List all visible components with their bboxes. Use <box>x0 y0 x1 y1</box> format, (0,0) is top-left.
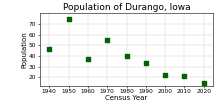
Point <box>144 62 148 64</box>
Point <box>125 55 128 57</box>
Title: Population of Durango, Iowa: Population of Durango, Iowa <box>63 3 190 12</box>
Y-axis label: Population: Population <box>22 31 28 68</box>
Point <box>67 18 70 19</box>
Point <box>202 82 205 83</box>
Point <box>163 74 167 76</box>
Point <box>183 75 186 77</box>
Point <box>105 39 109 41</box>
Point <box>86 58 90 60</box>
Point <box>48 49 51 50</box>
X-axis label: Census Year: Census Year <box>105 95 148 101</box>
